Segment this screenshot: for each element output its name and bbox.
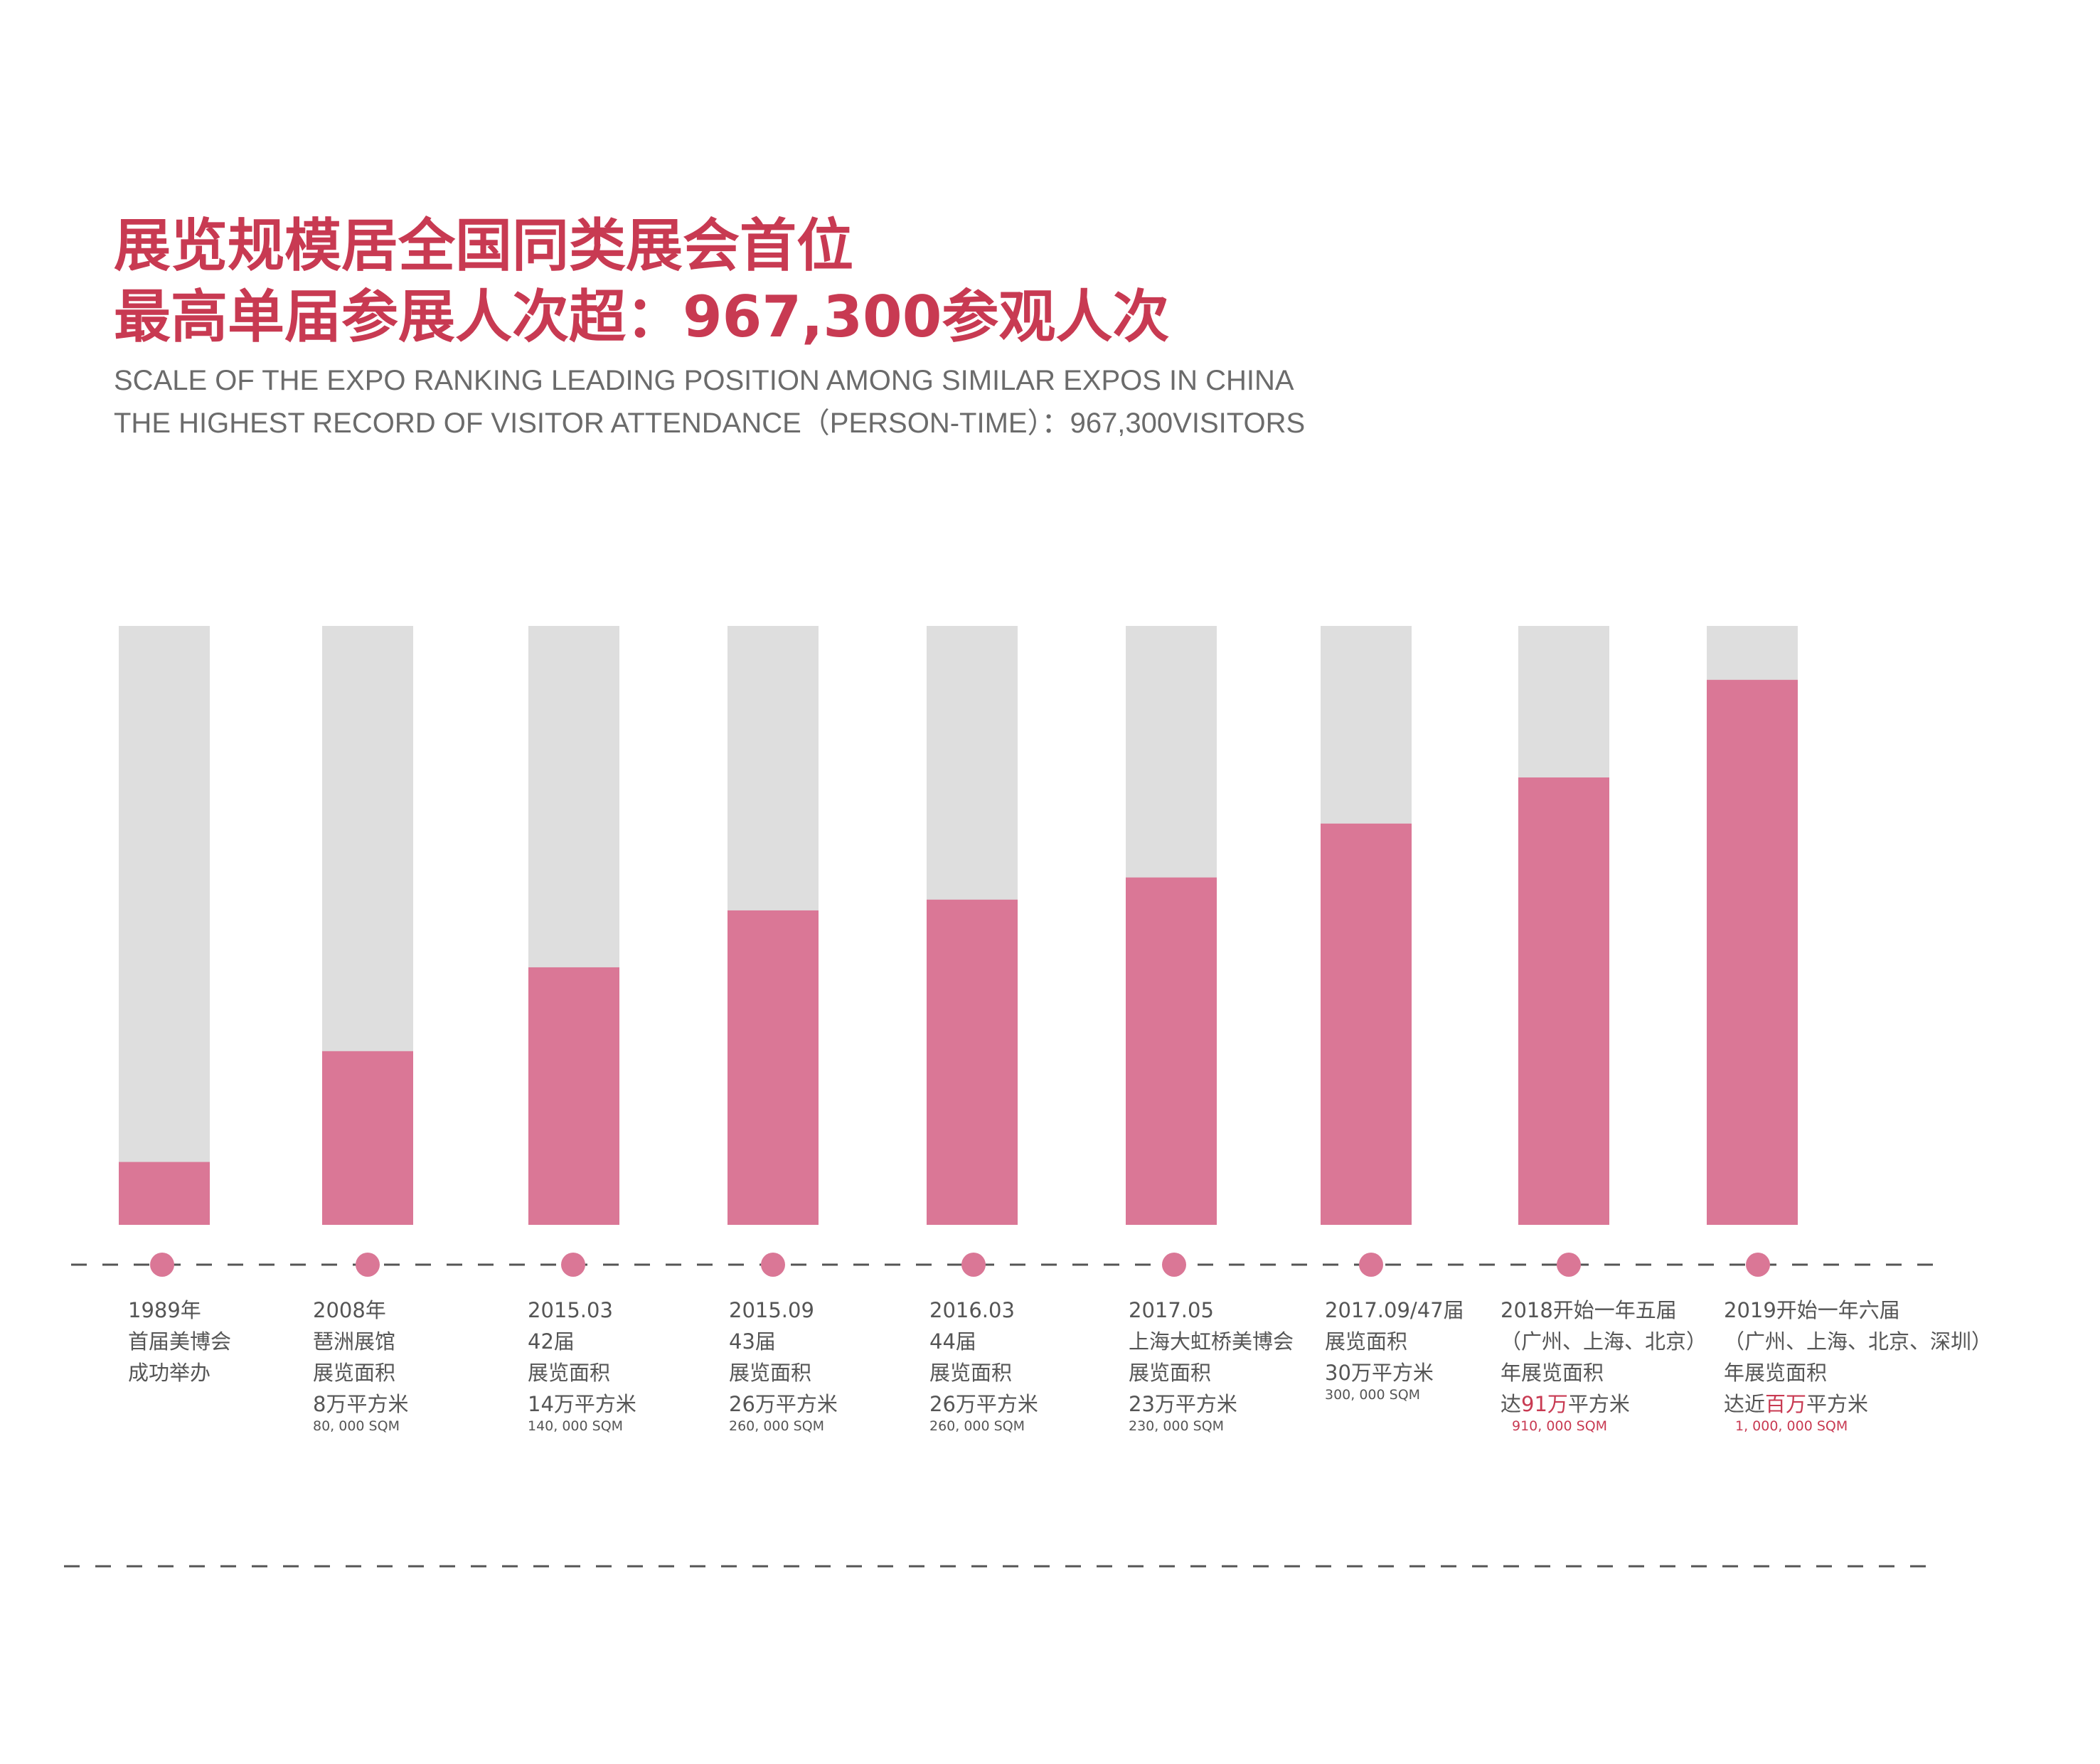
- bar-8: [1707, 679, 1798, 1225]
- timeline-dot-2: [561, 1253, 585, 1277]
- milestone-0: 1989年首届美博会成功举办: [128, 1295, 231, 1388]
- milestone-5: 2017.05 上海大虹桥美博会 展览面积 23万平方米 230, 000 SQM: [1129, 1295, 1294, 1435]
- milestone-area: 达近百万平方米: [1724, 1388, 1992, 1420]
- timeline-dot-7: [1557, 1253, 1581, 1277]
- timeline-dot-3: [761, 1253, 785, 1277]
- bar-2: [528, 967, 619, 1225]
- milestone-2: 2015.03 42届展览面积 14万平方米 140, 000 SQM: [528, 1295, 636, 1435]
- milestone-6: 2017.09/47届 展览面积 30万平方米 300, 000 SQM: [1325, 1295, 1464, 1404]
- milestone-line: （广州、上海、北京）: [1501, 1329, 1707, 1354]
- milestone-sqm: 1, 000, 000 SQM: [1735, 1418, 1848, 1434]
- bar-7: [1518, 777, 1609, 1225]
- milestone-line: 展览面积: [528, 1361, 611, 1385]
- title-line-2: 最高单届参展人次超：967,300参观人次: [114, 284, 1170, 350]
- bar-0: [119, 1162, 210, 1225]
- bar-4: [927, 899, 1018, 1225]
- timeline-dot-5: [1162, 1253, 1186, 1277]
- milestone-line: 年展览面积: [1724, 1361, 1828, 1385]
- milestone-line: 43届: [729, 1329, 776, 1354]
- milestone-line: 首届美博会: [128, 1329, 232, 1354]
- milestone-1: 2008年琶洲展馆展览面积 8万平方米 80, 000 SQM: [313, 1295, 408, 1435]
- milestone-line: 展览面积: [1129, 1361, 1212, 1385]
- milestone-7: 2018开始一年五届 （广州、上海、北京） 年展览面积 达91万平方米 910, 000…: [1501, 1295, 1707, 1435]
- milestone-sqm: 230, 000 SQM: [1129, 1418, 1225, 1434]
- bar-chart: [64, 626, 1934, 1568]
- milestone-line: 8万平方米: [313, 1392, 409, 1416]
- milestone-line: 26万平方米: [929, 1392, 1038, 1416]
- milestone-3: 2015.09 43届展览面积 26万平方米 260, 000 SQM: [729, 1295, 838, 1435]
- milestone-sqm: 260, 000 SQM: [729, 1418, 825, 1434]
- milestone-line: 30万平方米: [1325, 1361, 1434, 1385]
- milestone-line: 展览面积: [929, 1361, 1013, 1385]
- milestone-line: 23万平方米: [1129, 1392, 1237, 1416]
- bar-3: [727, 910, 819, 1225]
- timeline-dot-1: [356, 1253, 380, 1277]
- bar-track: [119, 626, 210, 1225]
- area-unit: 平方米: [1567, 1392, 1630, 1416]
- area-prefix: 达近: [1724, 1392, 1766, 1416]
- milestone-line: 展览面积: [729, 1361, 812, 1385]
- milestone-4: 2016.03 44届展览面积 26万平方米 260, 000 SQM: [929, 1295, 1038, 1435]
- milestone-date: 2015.09: [729, 1298, 814, 1322]
- milestone-area: 达91万平方米: [1501, 1388, 1707, 1420]
- milestone-date: 2017.09/47届: [1325, 1298, 1464, 1322]
- milestone-date: 1989年: [128, 1298, 201, 1322]
- timeline-group: [71, 1253, 1934, 1277]
- milestone-date: 2019开始一年六届: [1724, 1298, 1900, 1322]
- milestone-date: 2018开始一年五届: [1501, 1298, 1677, 1322]
- milestone-sqm: 80, 000 SQM: [313, 1418, 400, 1434]
- timeline-dot-6: [1359, 1253, 1383, 1277]
- bars-group: [119, 626, 1798, 1225]
- milestone-line: 琶洲展馆: [313, 1329, 396, 1354]
- timeline-dot-8: [1746, 1253, 1770, 1277]
- milestone-date: 2017.05: [1129, 1298, 1214, 1322]
- milestone-line: 44届: [929, 1329, 976, 1354]
- timeline-dot-4: [961, 1253, 986, 1277]
- subtitle-line-2: THE HIGHEST RECORD OF VISITOR ATTENDANCE…: [114, 408, 1306, 439]
- milestone-line: 上海大虹桥美博会: [1129, 1329, 1294, 1354]
- milestone-line: 42届: [528, 1329, 575, 1354]
- milestone-date: 2008年: [313, 1298, 386, 1322]
- milestone-date: 2015.03: [528, 1298, 613, 1322]
- milestone-line: 成功举办: [128, 1361, 211, 1385]
- area-value: 91万: [1521, 1392, 1568, 1416]
- bar-6: [1321, 823, 1412, 1225]
- milestone-sqm: 300, 000 SQM: [1325, 1387, 1421, 1403]
- milestone-sqm: 140, 000 SQM: [528, 1418, 624, 1434]
- milestone-line: 展览面积: [313, 1361, 396, 1385]
- area-unit: 平方米: [1806, 1392, 1869, 1416]
- bar-1: [322, 1051, 413, 1225]
- milestone-line: 年展览面积: [1501, 1361, 1604, 1385]
- milestone-sqm: 910, 000 SQM: [1512, 1418, 1608, 1434]
- timeline-dot-0: [150, 1253, 174, 1277]
- title-line-1: 展览规模居全国同类展会首位: [114, 213, 853, 279]
- milestone-line: 展览面积: [1325, 1329, 1408, 1354]
- milestone-date: 2016.03: [929, 1298, 1015, 1322]
- bar-5: [1126, 877, 1217, 1225]
- milestone-sqm: 260, 000 SQM: [929, 1418, 1025, 1434]
- area-value: 百万: [1765, 1392, 1807, 1416]
- milestone-line: 26万平方米: [729, 1392, 838, 1416]
- milestone-line: 14万平方米: [528, 1392, 636, 1416]
- milestone-line: （广州、上海、北京、深圳）: [1724, 1329, 1993, 1354]
- milestone-8: 2019开始一年六届 （广州、上海、北京、深圳） 年展览面积 达近百万平方米 1, 00…: [1724, 1295, 1992, 1435]
- subtitle-line-1: SCALE OF THE EXPO RANKING LEADING POSITI…: [114, 365, 1294, 396]
- area-prefix: 达: [1501, 1392, 1522, 1416]
